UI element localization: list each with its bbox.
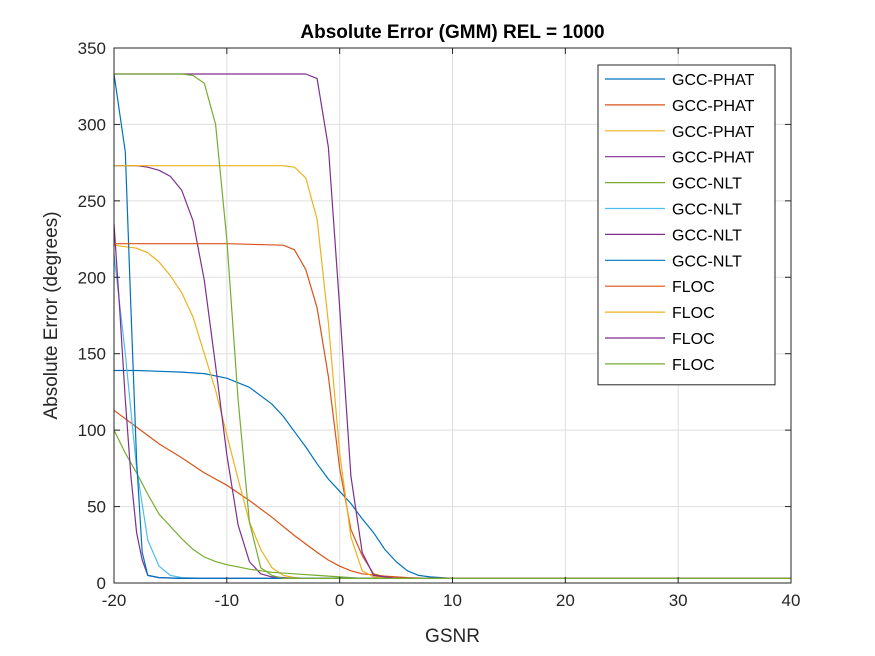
y-tick-label: 200 [78, 268, 106, 287]
x-tick-label: 30 [669, 591, 688, 610]
x-tick-label: 10 [443, 591, 462, 610]
legend-entry-label: FLOC [672, 357, 715, 374]
y-tick-label: 50 [87, 498, 106, 517]
y-tick-label: 150 [78, 345, 106, 364]
legend-entry-label: GCC-PHAT [672, 72, 755, 89]
legend-entry-label: GCC-NLT [672, 227, 742, 244]
legend-entry-label: GCC-PHAT [672, 150, 755, 167]
y-tick-label: 350 [78, 39, 106, 58]
x-tick-label: -20 [102, 591, 127, 610]
legend-entry-label: FLOC [672, 305, 715, 322]
y-tick-label: 100 [78, 421, 106, 440]
legend-entry-label: FLOC [672, 279, 715, 296]
chart-title: Absolute Error (GMM) REL = 1000 [300, 22, 604, 43]
y-axis-label: Absolute Error (degrees) [41, 211, 62, 419]
x-tick-label: -10 [215, 591, 240, 610]
series-lines [114, 73, 791, 580]
series-line-12 [114, 73, 791, 580]
legend-entry-label: GCC-NLT [672, 202, 742, 219]
x-tick-label: 0 [335, 591, 344, 610]
y-tick-label: 300 [78, 115, 106, 134]
x-tick-label: 20 [556, 591, 575, 610]
legend-entry-label: GCC-NLT [672, 253, 742, 270]
x-axis-label: GSNR [425, 626, 480, 647]
legend-box [597, 64, 776, 386]
legend-entry-label: GCC-NLT [672, 176, 742, 193]
legend-entry-label: GCC-PHAT [672, 98, 755, 115]
y-tick-label: 0 [97, 574, 106, 593]
legend-entry-label: GCC-PHAT [672, 124, 755, 141]
legend: GCC-PHAT GCC-PHAT GCC-PHAT GCC-PHAT GCC-NLT G… [597, 64, 776, 386]
legend-entry-label: FLOC [672, 331, 715, 348]
y-tick-label: 250 [78, 192, 106, 211]
ticks: -20 -10 0 10 20 30 40 0 50 100 150 200 250 300 350 [78, 39, 801, 610]
x-tick-label: 40 [782, 591, 801, 610]
